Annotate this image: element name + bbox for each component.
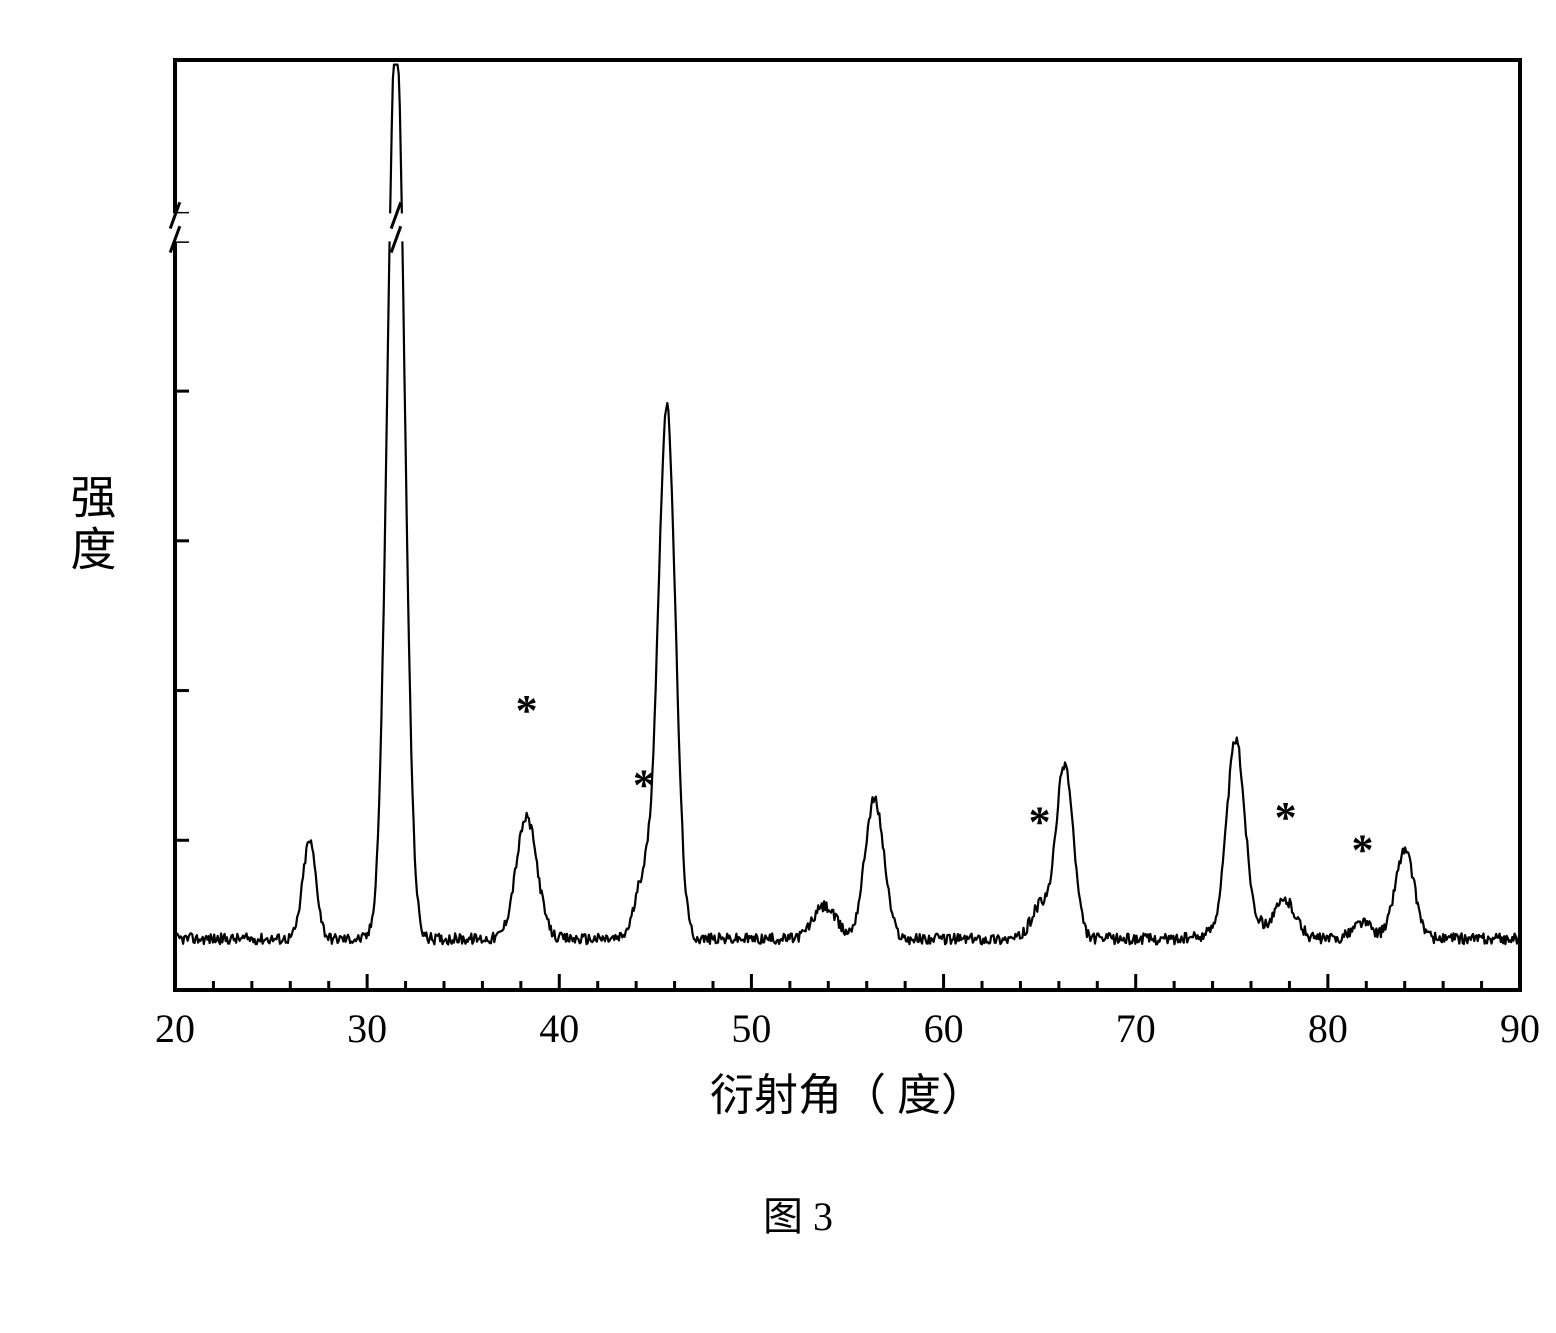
svg-text:60: 60 <box>924 1006 964 1051</box>
peak-star-marker: * <box>1275 793 1297 842</box>
peak-star-marker: * <box>633 760 655 809</box>
svg-text:40: 40 <box>539 1006 579 1051</box>
svg-text:70: 70 <box>1116 1006 1156 1051</box>
y-axis-label: 强度 <box>65 473 116 577</box>
svg-text:20: 20 <box>155 1006 195 1051</box>
xrd-chart: 20 30 40 50 60 70 80 90 * * * * * 衍射角（ 度） 强度 图 3 <box>20 20 1556 1313</box>
chart-svg: 20 30 40 50 60 70 80 90 * * * * * 衍射角（ 度） 强度 <box>20 20 1556 1313</box>
peak-star-marker: * <box>516 686 538 735</box>
peak-star-marker: * <box>1351 825 1373 874</box>
svg-text:50: 50 <box>731 1006 771 1051</box>
svg-text:90: 90 <box>1500 1006 1540 1051</box>
peak-star-marker: * <box>1029 798 1051 847</box>
figure-caption: 图 3 <box>20 1184 1556 1242</box>
svg-text:30: 30 <box>347 1006 387 1051</box>
x-axis-label: 衍射角（ 度） <box>710 1071 985 1120</box>
svg-text:80: 80 <box>1308 1006 1348 1051</box>
